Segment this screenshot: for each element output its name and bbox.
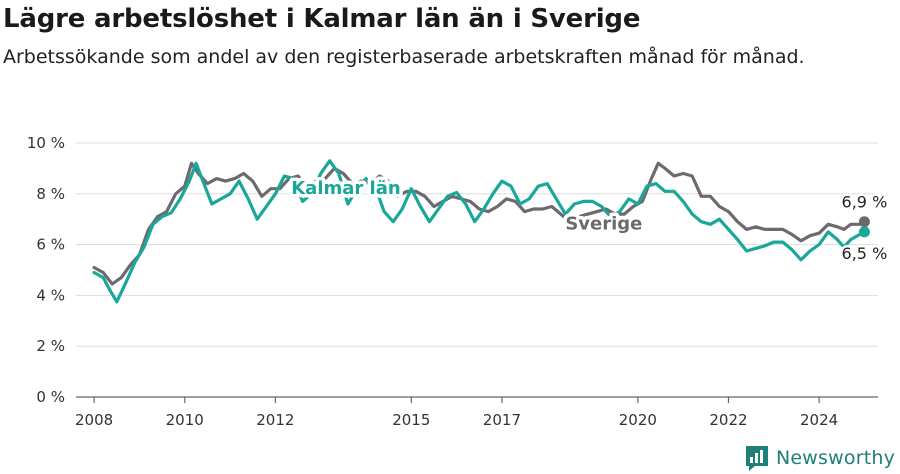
x-tick-label: 2015 — [392, 411, 430, 429]
x-tick-label: 2017 — [483, 411, 521, 429]
newsworthy-brand[interactable]: Newsworthy — [744, 443, 895, 473]
series-line-sverige — [92, 161, 866, 286]
newsworthy-logo-icon — [746, 446, 768, 471]
y-tick-label: 6 % — [36, 236, 65, 254]
end-label-kalmar: 6,5 % — [842, 244, 888, 263]
brand-name: Newsworthy — [776, 447, 896, 469]
x-tick-label: 2022 — [709, 411, 747, 429]
x-tick-label: 2010 — [166, 411, 204, 429]
x-tick-label: 2024 — [800, 411, 838, 429]
chart-title: Lägre arbetslöshet i Kalmar län än i Sve… — [3, 4, 641, 34]
end-point-sverige — [858, 216, 870, 228]
x-axis-labels: 2008 2010 2012 2015 2017 2020 2022 2024 — [75, 411, 838, 429]
end-point-kalmar — [858, 226, 870, 238]
y-tick-label: 10 % — [27, 134, 65, 152]
x-tick-label: 2008 — [75, 411, 113, 429]
x-tick-label: 2012 — [256, 411, 294, 429]
y-tick-label: 4 % — [36, 286, 65, 304]
y-axis-labels: 0 % 2 % 4 % 6 % 8 % 10 % — [27, 134, 65, 406]
chart-subtitle: Arbetssökande som andel av den registerb… — [3, 46, 805, 68]
series-label-sverige-halo: Sverige — [565, 213, 642, 234]
series-label-sverige: Sverige — [565, 213, 642, 234]
grid-lines — [76, 142, 878, 347]
series-line-kalmar — [92, 159, 866, 304]
x-axis — [76, 396, 878, 403]
y-tick-label: 8 % — [36, 185, 65, 203]
series-label-kalmar-halo: Kalmar län — [291, 178, 400, 199]
end-label-sverige: 6,9 % — [842, 193, 888, 212]
y-tick-label: 0 % — [36, 388, 65, 406]
series-lines — [92, 159, 866, 304]
series-label-kalmar: Kalmar län — [291, 178, 400, 199]
x-tick-label: 2020 — [619, 411, 657, 429]
y-tick-label: 2 % — [36, 337, 65, 355]
